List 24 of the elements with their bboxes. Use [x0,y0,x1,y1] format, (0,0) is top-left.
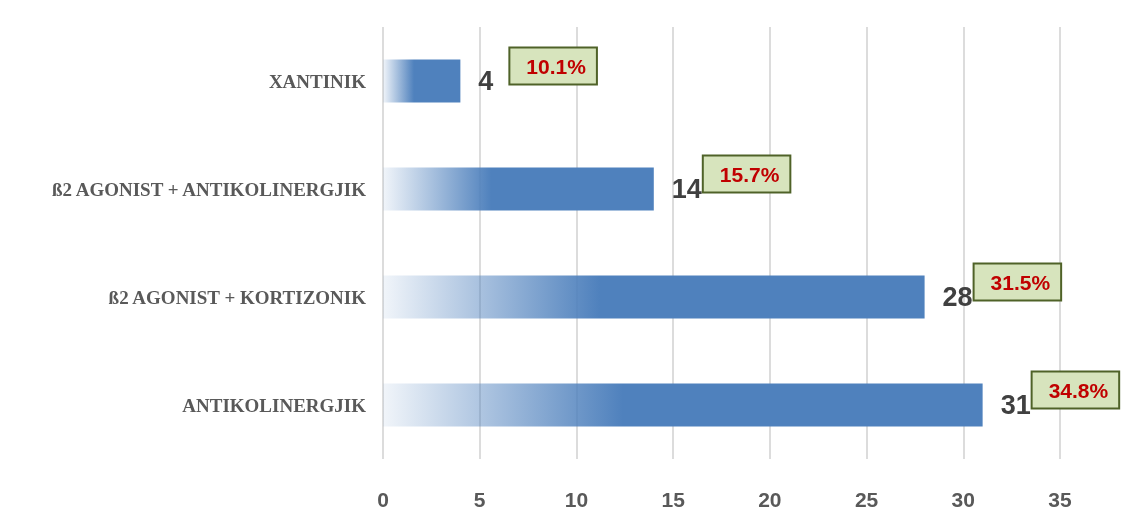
annotation: 10.1% [526,54,587,78]
bar [383,275,925,319]
y-tick-label: ß2 AGONIST + ANTIKOLINERGJIK [51,178,367,200]
x-tick-label: 20 [758,488,782,510]
x-tick-label: 35 [1048,488,1072,510]
y-tick-label: ANTIKOLINERGJIK [182,394,367,416]
bar [383,167,654,211]
bar [383,59,461,103]
x-tick-label: 0 [377,488,389,510]
y-tick-label: ß2 AGONIST + KORTIZONIK [108,286,367,308]
data-label: 28 [942,282,973,312]
x-tick-label: 10 [564,488,589,510]
data-label: 4 [478,66,494,96]
data-label: 31 [1000,390,1031,420]
y-tick-label: XANTINIK [268,70,367,92]
annotation: 31.5% [990,270,1051,294]
x-tick-label: 15 [661,488,686,510]
x-tick-label: 5 [473,488,486,510]
x-tick-label: 30 [951,488,975,510]
x-tick-label: 25 [854,488,879,510]
annotation: 15.7% [719,162,780,186]
data-label: 14 [671,174,702,204]
annotation: 34.8% [1048,378,1109,402]
bar [383,383,983,427]
